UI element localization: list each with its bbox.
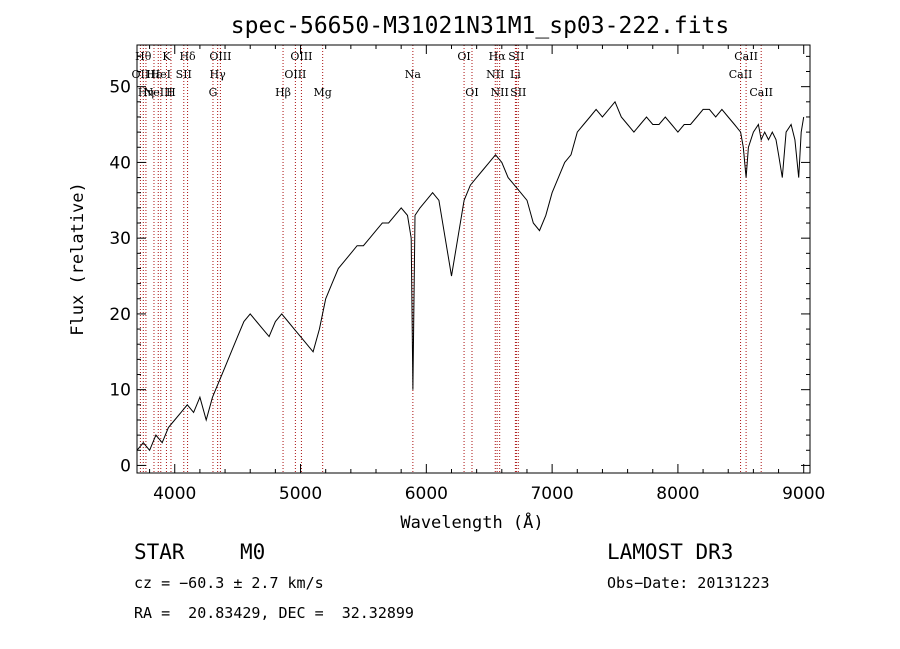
y-axis: 0 10 20 30 40 50 bbox=[109, 55, 810, 476]
marker-label-20: NII bbox=[486, 68, 504, 81]
y-tick-label: 10 bbox=[109, 381, 131, 401]
marker-label-14: OIII bbox=[284, 68, 306, 81]
x-tick-label: 5000 bbox=[279, 484, 322, 504]
marker-label-11: Hγ bbox=[210, 68, 227, 81]
y-axis-label: Flux (relative) bbox=[68, 182, 88, 336]
marker-label-8: SII bbox=[176, 68, 192, 81]
chart-title: spec-56650-M31021N31M1_sp03-222.fits bbox=[231, 13, 730, 39]
marker-label-27: CaII bbox=[734, 50, 758, 63]
marker-label-5: HeI bbox=[151, 68, 171, 81]
plot-frame bbox=[136, 44, 811, 474]
marker-label-26: CaII bbox=[729, 68, 753, 81]
survey-name: LAMOST DR3 bbox=[607, 540, 734, 564]
object-subclass: M0 bbox=[240, 540, 266, 564]
x-tick-label: 8000 bbox=[656, 484, 699, 504]
marker-label-13: Hβ bbox=[275, 86, 291, 99]
marker-label-15: OIII bbox=[290, 50, 312, 63]
marker-label-4: NeIII bbox=[144, 86, 173, 99]
marker-label-19: OI bbox=[465, 86, 478, 99]
marker-label-1: Hθ bbox=[135, 50, 152, 63]
marker-label-25: SII bbox=[510, 86, 526, 99]
marker-label-23: Li bbox=[510, 68, 521, 81]
y-tick-label: 40 bbox=[109, 153, 131, 173]
redshift-text: cz = −60.3 ± 2.7 km/s bbox=[134, 574, 324, 592]
marker-label-17: Na bbox=[405, 68, 422, 81]
spectrum-line bbox=[136, 100, 805, 452]
marker-label-28: CaII bbox=[749, 86, 773, 99]
x-tick-label: 4000 bbox=[153, 484, 196, 504]
marker-label-18: OI bbox=[457, 50, 470, 63]
marker-label-16: Mg bbox=[314, 86, 332, 99]
x-axis-label: Wavelength (Å) bbox=[400, 511, 543, 533]
x-tick-label: 6000 bbox=[405, 484, 448, 504]
y-tick-label: 50 bbox=[109, 78, 131, 98]
marker-label-21: Hα bbox=[489, 50, 507, 63]
y-tick-label: 0 bbox=[120, 456, 131, 476]
marker-label-9: Hδ bbox=[179, 50, 196, 63]
marker-label-0: OII bbox=[132, 68, 150, 81]
x-tick-label: 9000 bbox=[782, 484, 825, 504]
line-markers: OIIHθHηHεNeIIIHeIKHSIIHδGHγOIIIHβOIIIOII… bbox=[132, 45, 773, 473]
marker-label-2: Hη bbox=[138, 86, 154, 99]
marker-label-24: SII bbox=[508, 50, 524, 63]
marker-label-22: NII bbox=[491, 86, 509, 99]
x-tick-label: 7000 bbox=[530, 484, 573, 504]
marker-label-12: OIII bbox=[209, 50, 231, 63]
coordinates-text: RA = 20.83429, DEC = 32.32899 bbox=[134, 604, 414, 622]
x-axis: 4000 5000 6000 7000 8000 9000 bbox=[149, 45, 825, 504]
marker-label-7: H bbox=[166, 86, 176, 99]
object-class: STAR bbox=[134, 540, 185, 564]
observation-date: Obs−Date: 20131223 bbox=[607, 574, 770, 592]
y-tick-label: 30 bbox=[109, 229, 131, 249]
marker-label-10: G bbox=[209, 86, 218, 99]
marker-label-3: Hε bbox=[146, 68, 162, 81]
marker-label-6: K bbox=[162, 50, 171, 63]
y-tick-label: 20 bbox=[109, 305, 131, 325]
